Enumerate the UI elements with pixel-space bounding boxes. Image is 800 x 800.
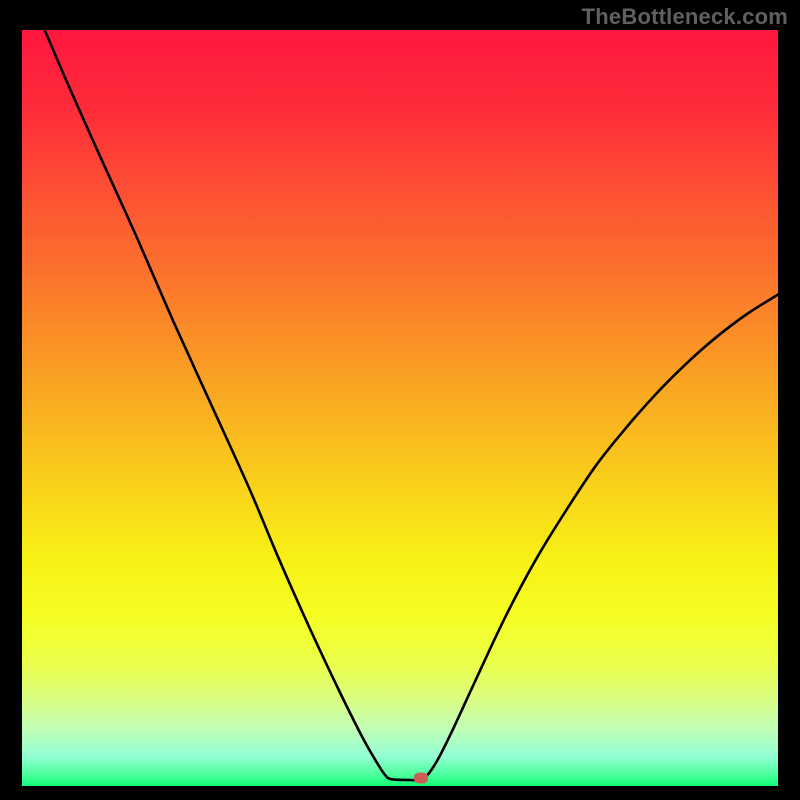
gradient-background xyxy=(22,30,778,786)
watermark-text: TheBottleneck.com xyxy=(582,4,788,30)
optimum-marker xyxy=(414,773,428,784)
chart-container: TheBottleneck.com xyxy=(0,0,800,800)
plot-area xyxy=(22,30,778,786)
plot-svg xyxy=(22,30,778,786)
